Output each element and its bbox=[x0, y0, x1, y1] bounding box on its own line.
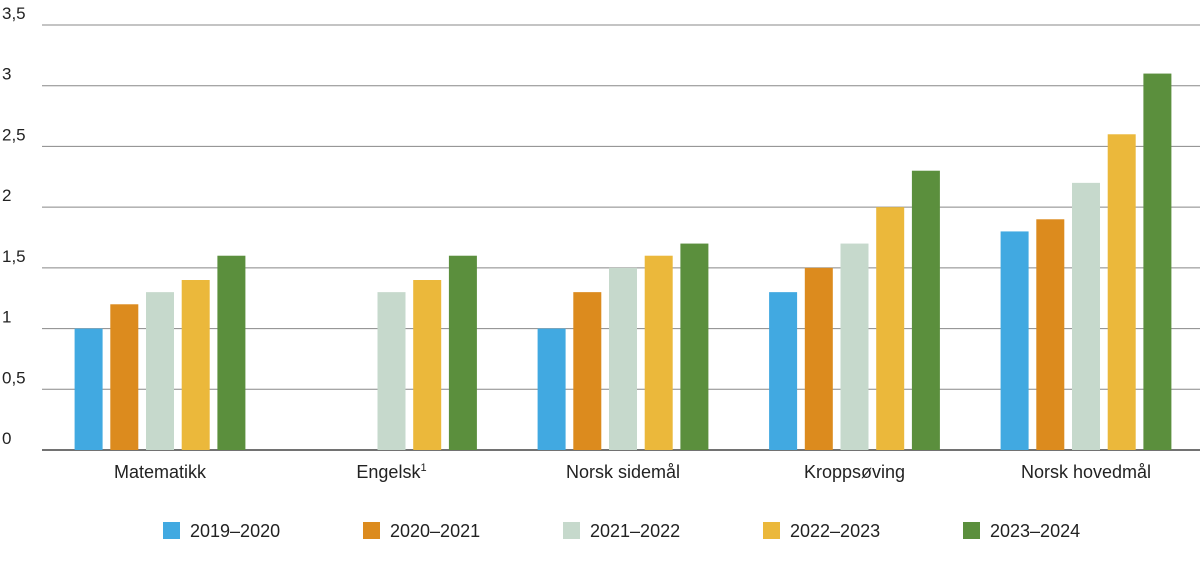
bar bbox=[413, 280, 442, 450]
x-tick-label: Norsk sidemål bbox=[566, 462, 680, 482]
y-tick-label: 3,5 bbox=[2, 4, 26, 23]
bar bbox=[680, 243, 709, 450]
bar bbox=[537, 328, 566, 450]
x-axis-ticks: Matematikk Engelsk1 Norsk sidemål Kroppsøvi… bbox=[114, 462, 1151, 482]
y-tick-label: 1 bbox=[2, 308, 11, 327]
bar bbox=[217, 255, 246, 450]
legend-swatch bbox=[363, 522, 380, 539]
x-tick-label: Norsk hovedmål bbox=[1021, 462, 1151, 482]
y-tick-label: 2 bbox=[2, 186, 11, 205]
bar bbox=[1072, 182, 1100, 450]
bar bbox=[911, 170, 940, 450]
x-tick-label: Engelsk1 bbox=[356, 462, 426, 482]
bar bbox=[146, 292, 174, 450]
bar bbox=[1143, 73, 1172, 451]
y-tick-label: 2,5 bbox=[2, 125, 26, 144]
legend-label: 2023–2024 bbox=[990, 521, 1080, 541]
bar bbox=[1000, 231, 1029, 450]
bar bbox=[1036, 219, 1065, 450]
footnote-marker: 1 bbox=[420, 462, 426, 474]
y-tick-label: 0,5 bbox=[2, 368, 26, 387]
legend-swatch bbox=[563, 522, 580, 539]
bar bbox=[448, 255, 477, 450]
legend-swatch bbox=[963, 522, 980, 539]
bar bbox=[1107, 134, 1136, 451]
bar bbox=[644, 255, 673, 450]
y-axis-ticks: 0 0,5 1 1,5 2 2,5 3 3,5 bbox=[2, 4, 26, 448]
legend: 2019–2020 2020–2021 2021–2022 2022–2023 2023… bbox=[163, 521, 1080, 541]
bar bbox=[573, 292, 602, 450]
bar bbox=[769, 292, 798, 450]
bar bbox=[876, 207, 905, 450]
bar bbox=[74, 328, 103, 450]
y-tick-label: 3 bbox=[2, 65, 11, 84]
y-tick-label: 0 bbox=[2, 429, 11, 448]
legend-label: 2022–2023 bbox=[790, 521, 880, 541]
bar bbox=[840, 243, 869, 450]
bar bbox=[181, 280, 210, 450]
y-tick-label: 1,5 bbox=[2, 247, 26, 266]
legend-swatch bbox=[763, 522, 780, 539]
bar bbox=[804, 267, 833, 450]
bars bbox=[74, 73, 1172, 451]
legend-label: 2021–2022 bbox=[590, 521, 680, 541]
bar bbox=[110, 304, 139, 450]
legend-label: 2019–2020 bbox=[190, 521, 280, 541]
bar bbox=[609, 267, 637, 450]
legend-swatch bbox=[163, 522, 180, 539]
bar bbox=[377, 292, 406, 450]
x-tick-label: Kroppsøving bbox=[804, 462, 905, 482]
x-tick-label: Matematikk bbox=[114, 462, 207, 482]
legend-label: 2020–2021 bbox=[390, 521, 480, 541]
